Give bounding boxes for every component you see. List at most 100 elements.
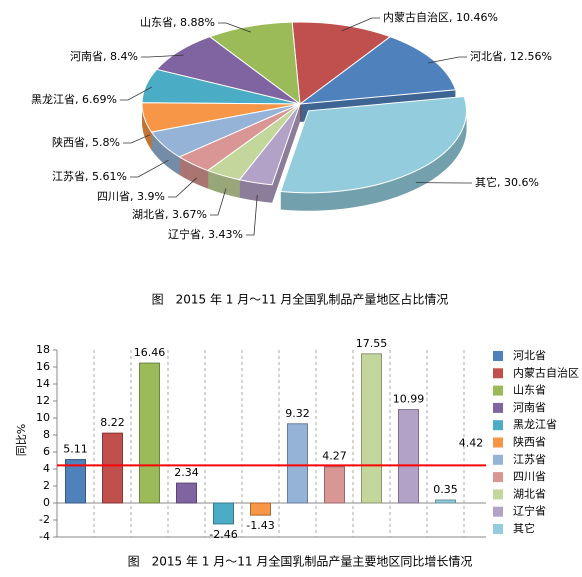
- data-label: 其它, 30.6%: [475, 175, 539, 189]
- label-sep: ,: [503, 50, 510, 63]
- label-sep: ,: [103, 50, 110, 63]
- legend-swatch: [493, 454, 503, 465]
- data-label: 四川省, 3.9%: [97, 190, 165, 203]
- legend-label: 黑龙江省: [513, 418, 557, 431]
- label-name: 内蒙古自治区: [383, 10, 449, 24]
- label-sep: ,: [165, 208, 172, 221]
- legend-swatch: [493, 506, 503, 517]
- label-name: 河南省: [70, 50, 103, 63]
- data-label: 江苏省, 5.61%: [52, 170, 127, 183]
- legend-swatch: [493, 489, 503, 500]
- label-value: 3.9%: [137, 190, 165, 203]
- label-value: 8.4%: [110, 50, 138, 63]
- legend-swatch: [493, 524, 503, 534]
- value-label: 9.32: [285, 407, 310, 420]
- legend-swatch: [493, 420, 503, 431]
- pie-slice: [298, 36, 457, 105]
- y-tick-label: 8: [43, 428, 50, 441]
- legend-label: 江苏省: [513, 453, 546, 466]
- y-tick-label: -4: [39, 530, 50, 543]
- legend-swatch: [493, 437, 503, 448]
- label-name: 辽宁省: [168, 227, 201, 241]
- legend-label: 湖北省: [513, 487, 546, 500]
- bar: [139, 362, 160, 504]
- bar: [65, 459, 86, 504]
- data-label: 河南省, 8.4%: [70, 50, 138, 63]
- value-label: 5.11: [63, 443, 88, 456]
- y-tick-label: 2: [43, 479, 50, 492]
- data-label: 内蒙古自治区, 10.46%: [383, 10, 498, 24]
- legend-swatch: [493, 351, 503, 361]
- legend-swatch: [493, 385, 503, 396]
- data-label: 湖北省, 3.67%: [132, 208, 207, 221]
- label-sep: ,: [85, 170, 92, 183]
- y-tick-label: 12: [36, 394, 50, 407]
- bar: [324, 466, 345, 504]
- label-value: 3.43%: [208, 228, 243, 241]
- y-tick-label: 16: [36, 360, 50, 373]
- label-value: 5.8%: [92, 136, 120, 149]
- y-tick-label: 6: [43, 445, 50, 458]
- leader-line: [427, 56, 467, 64]
- leader-line: [168, 177, 198, 198]
- legend-label: 内蒙古自治区: [513, 365, 579, 379]
- label-value: 6.69%: [82, 93, 117, 106]
- pie-slice: [238, 103, 301, 186]
- bar: [398, 409, 419, 504]
- label-value: 10.46%: [456, 11, 498, 24]
- legend-label: 四川省: [513, 470, 546, 483]
- leader-line: [120, 86, 153, 101]
- data-label: 陕西省, 5.8%: [52, 135, 120, 149]
- legend-label: 陕西省: [513, 435, 546, 449]
- value-label: 0.35: [433, 483, 458, 496]
- data-label: 黑龙江省, 6.69%: [31, 93, 117, 106]
- leader-line: [218, 22, 252, 33]
- label-value: 12.56%: [510, 50, 552, 63]
- label-name: 江苏省: [52, 170, 85, 183]
- pie-slice: [291, 21, 392, 105]
- label-value: 3.67%: [172, 208, 207, 221]
- bar: [361, 353, 382, 504]
- leader-line: [210, 188, 227, 216]
- label-sep: ,: [85, 136, 92, 149]
- bar: [213, 502, 234, 525]
- label-name: 河北省: [470, 50, 503, 63]
- bar: [435, 499, 456, 504]
- label-sep: ,: [130, 190, 137, 203]
- value-label: 16.46: [134, 346, 166, 359]
- legend-label: 山东省: [513, 384, 546, 397]
- bar: [287, 423, 308, 504]
- y-tick-label: 18: [36, 343, 50, 356]
- value-label: -1.43: [246, 519, 274, 532]
- y-tick-label: 0: [43, 496, 50, 509]
- leader-line: [246, 194, 258, 236]
- legend-label: 辽宁省: [513, 504, 546, 518]
- label-sep: ,: [75, 93, 82, 106]
- leader-line: [123, 134, 151, 144]
- data-label: 辽宁省, 3.43%: [168, 227, 243, 241]
- label-name: 黑龙江省: [31, 93, 75, 106]
- pie-slice: [208, 21, 301, 106]
- value-label: 4.27: [322, 450, 347, 463]
- label-sep: ,: [173, 16, 180, 29]
- label-name: 山东省: [140, 16, 173, 29]
- label-name: 湖北省: [132, 208, 165, 221]
- legend-label: 河南省: [513, 401, 546, 414]
- leader-line: [341, 17, 380, 32]
- value-label: -2.46: [209, 528, 237, 541]
- value-label: 10.99: [393, 393, 425, 406]
- bar-caption: 图 2015 年 1 月～11 月全国乳制品产量主要地区同比增长情况: [128, 554, 473, 569]
- label-value: 30.6%: [504, 176, 539, 189]
- legend-label: 其它: [513, 521, 535, 535]
- data-label: 河北省, 12.56%: [470, 50, 552, 63]
- label-value: 8.88%: [180, 16, 215, 29]
- bar: [250, 502, 271, 516]
- value-label: 2.34: [174, 466, 199, 479]
- legend-swatch: [493, 472, 503, 483]
- legend-swatch: [493, 368, 503, 379]
- bar: [102, 432, 123, 504]
- value-label: 8.22: [100, 416, 125, 429]
- label-sep: ,: [497, 176, 504, 189]
- leader-line: [130, 159, 169, 178]
